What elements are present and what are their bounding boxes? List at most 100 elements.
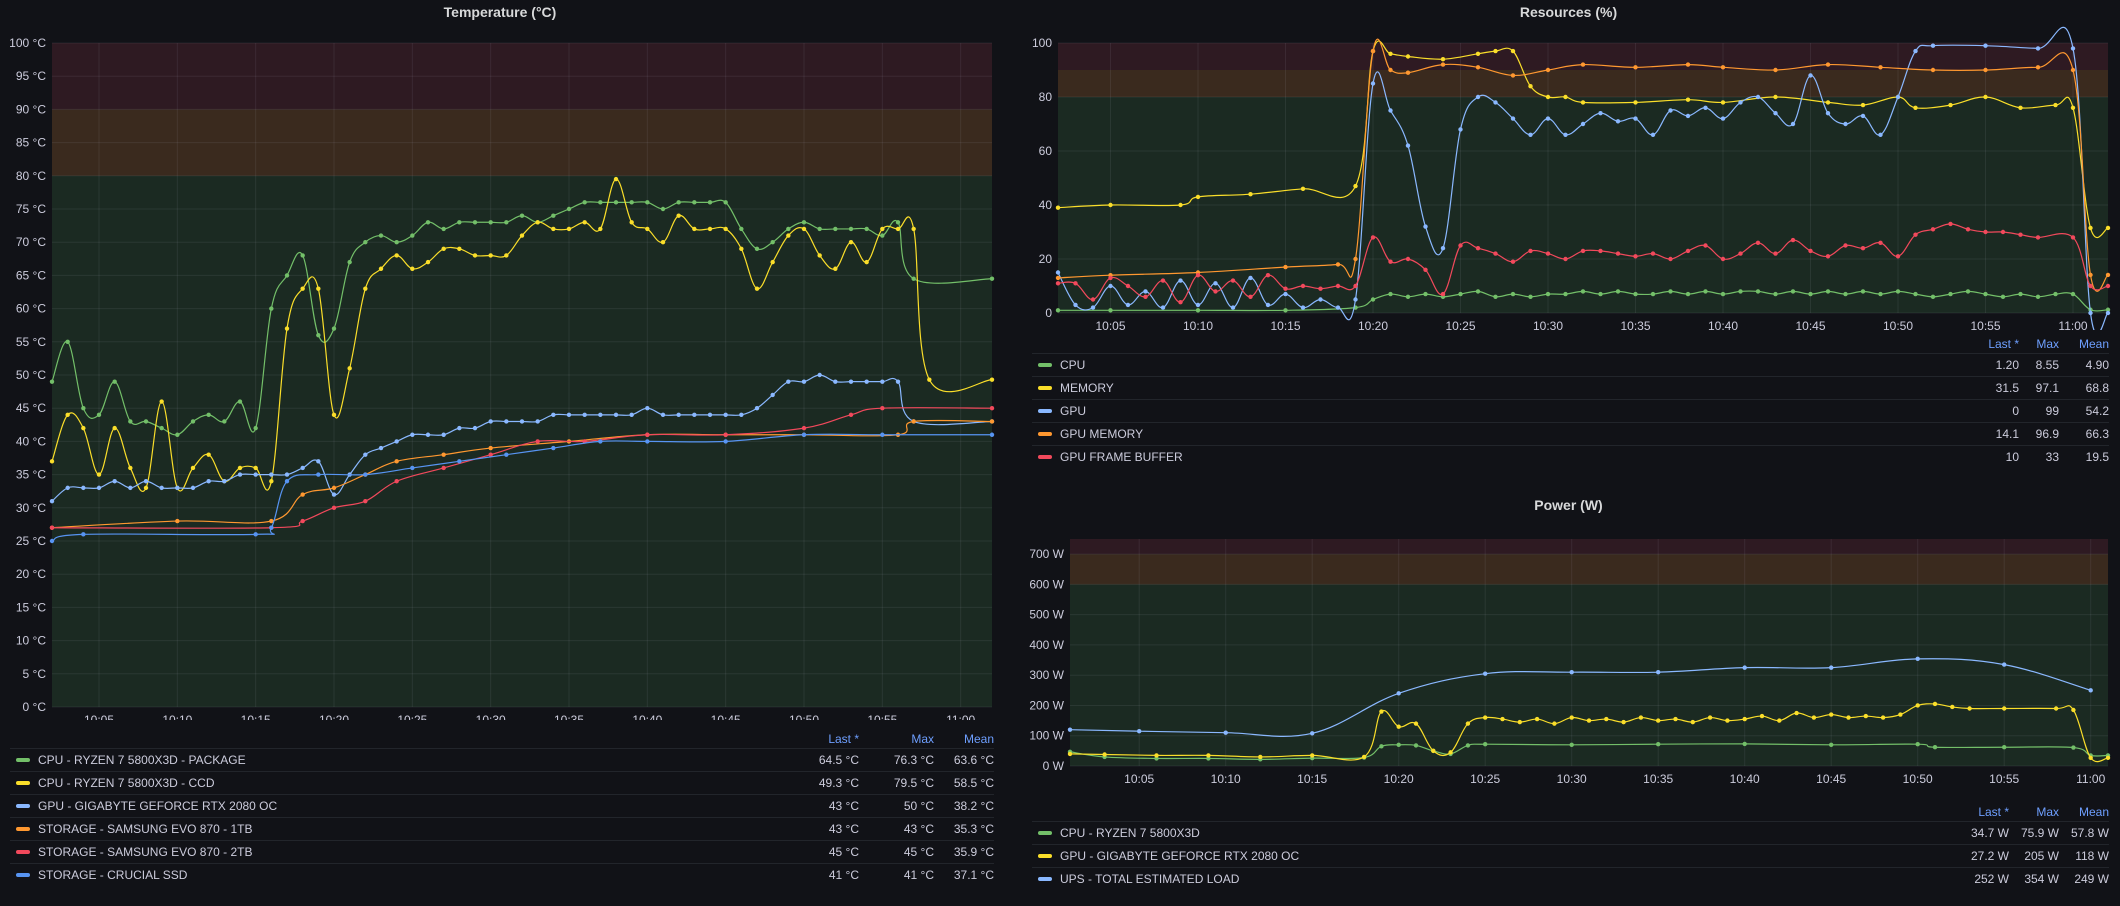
data-point [786,379,791,384]
data-point [1685,97,1691,102]
data-point [1388,291,1393,297]
legend-value-max: 79.5 °C [893,776,934,790]
legend-item[interactable]: STORAGE - SAMSUNG EVO 870 - 1TB 43 °C 43 °… [10,817,994,840]
legend-header-max[interactable]: Max [911,732,934,746]
legend-header-max[interactable]: Max [2036,805,2059,819]
x-tick-label: 11:00 [946,713,975,720]
legend-header-mean[interactable]: Mean [2078,337,2109,351]
data-point [1353,283,1358,289]
data-point [2070,67,2076,73]
data-point [1370,48,1376,54]
legend-item[interactable]: STORAGE - CRUCIAL SSD 41 °C 41 °C 37.1 °C [10,863,994,886]
data-point [1633,65,1638,70]
data-point [331,485,337,491]
data-point [2035,65,2041,70]
legend-series-name: CPU [1060,358,1086,372]
legend-header-mean[interactable]: Mean [2078,805,2109,819]
data-point [1483,671,1488,676]
legend-header-mean[interactable]: Mean [963,732,994,746]
data-point [1258,754,1263,760]
data-point [629,200,634,205]
legend-swatch [1038,877,1052,881]
legend-item[interactable]: CPU - RYZEN 7 5800X3D 34.7 W 75.9 W 57.8 W [1032,821,2109,844]
data-point [1423,224,1428,229]
data-point [1615,251,1621,256]
data-point [770,240,775,245]
legend-item[interactable]: MEMORY 31.5 97.1 68.8 [1032,376,2109,399]
legend-item[interactable]: GPU FRAME BUFFER 10 33 19.5 [1032,445,2109,468]
data-point [1423,267,1428,272]
legend-value-max: 50 °C [903,799,934,813]
legend-series-name: STORAGE - CRUCIAL SSD [38,868,188,882]
data-point [895,379,901,384]
x-tick-label: 10:55 [1989,772,2019,786]
legend-swatch [1038,409,1052,413]
data-point [1528,84,1533,89]
data-point [1500,716,1505,722]
data-point [1483,742,1488,747]
y-tick-label: 95 °C [16,69,46,83]
data-point [206,479,211,484]
data-point [1465,743,1471,748]
data-point [1668,256,1673,262]
data-point [1413,743,1419,748]
data-point [1742,741,1747,747]
legend-value-last: 31.5 [1995,381,2019,395]
legend-item[interactable]: GPU 0 99 54.2 [1032,399,2109,422]
legend-header-last[interactable]: Last * [1978,805,2009,819]
data-point [1396,691,1401,696]
legend-item[interactable]: GPU MEMORY 14.1 96.9 66.3 [1032,422,2109,445]
data-point [1983,229,1988,235]
data-point [1569,669,1574,675]
legend-header-last[interactable]: Last * [1988,337,2019,351]
y-tick-label: 100 °C [9,36,46,50]
x-tick-label: 10:40 [1730,772,1760,786]
data-point [1829,712,1834,717]
y-tick-label: 400 W [1029,638,1064,652]
data-point [1055,308,1061,313]
data-point [1125,302,1131,308]
legend-item[interactable]: GPU - GIGABYTE GEFORCE RTX 2080 OC 27.2 W… [1032,844,2109,867]
data-point [1388,67,1393,73]
data-point [2035,294,2041,299]
data-point [692,412,697,418]
legend-header-max[interactable]: Max [2036,337,2059,351]
data-point [1440,246,1446,251]
data-point [128,465,133,471]
data-point [1353,183,1358,189]
legend-item[interactable]: UPS - TOTAL ESTIMATED LOAD 252 W 354 W 249 … [1032,867,2109,890]
legend-value-last: 64.5 °C [818,753,859,767]
data-point [1160,278,1166,283]
data-point [1650,132,1656,137]
legend-swatch [16,827,30,831]
data-point [394,240,399,245]
data-point [253,472,258,477]
data-point [1388,108,1393,113]
threshold-band-orange [52,109,992,176]
legend-item[interactable]: CPU - RYZEN 7 5800X3D - PACKAGE 64.5 °C 76… [10,748,994,771]
legend-item[interactable]: GPU - GIGABYTE GEFORCE RTX 2080 OC 43 °C 5… [10,794,994,817]
legend-item[interactable]: CPU - RYZEN 7 5800X3D - CCD 49.3 °C 79.5 °… [10,771,994,794]
y-tick-label: 65 °C [16,268,46,282]
data-point [1948,221,1953,227]
data-point [1569,715,1574,720]
data-point [65,412,70,418]
data-point [1773,111,1778,116]
data-point [1950,704,1955,710]
data-point [1633,116,1638,121]
data-point [1738,289,1743,294]
x-tick-label: 10:20 [1384,772,1414,786]
series-2 [1055,26,2111,330]
data-point [1742,665,1747,670]
legend-item[interactable]: STORAGE - SAMSUNG EVO 870 - 2TB 45 °C 45 °… [10,840,994,863]
data-point [378,445,384,451]
legend-item[interactable]: CPU 1.20 8.55 4.90 [1032,353,2109,376]
legend-header-last[interactable]: Last * [828,732,859,746]
data-point [1283,264,1288,270]
data-point [723,200,728,205]
data-point [1405,54,1411,59]
y-tick-label: 40 [1039,198,1053,212]
series-line [1057,26,2109,330]
data-point [1915,703,1920,708]
data-point [2105,755,2111,761]
